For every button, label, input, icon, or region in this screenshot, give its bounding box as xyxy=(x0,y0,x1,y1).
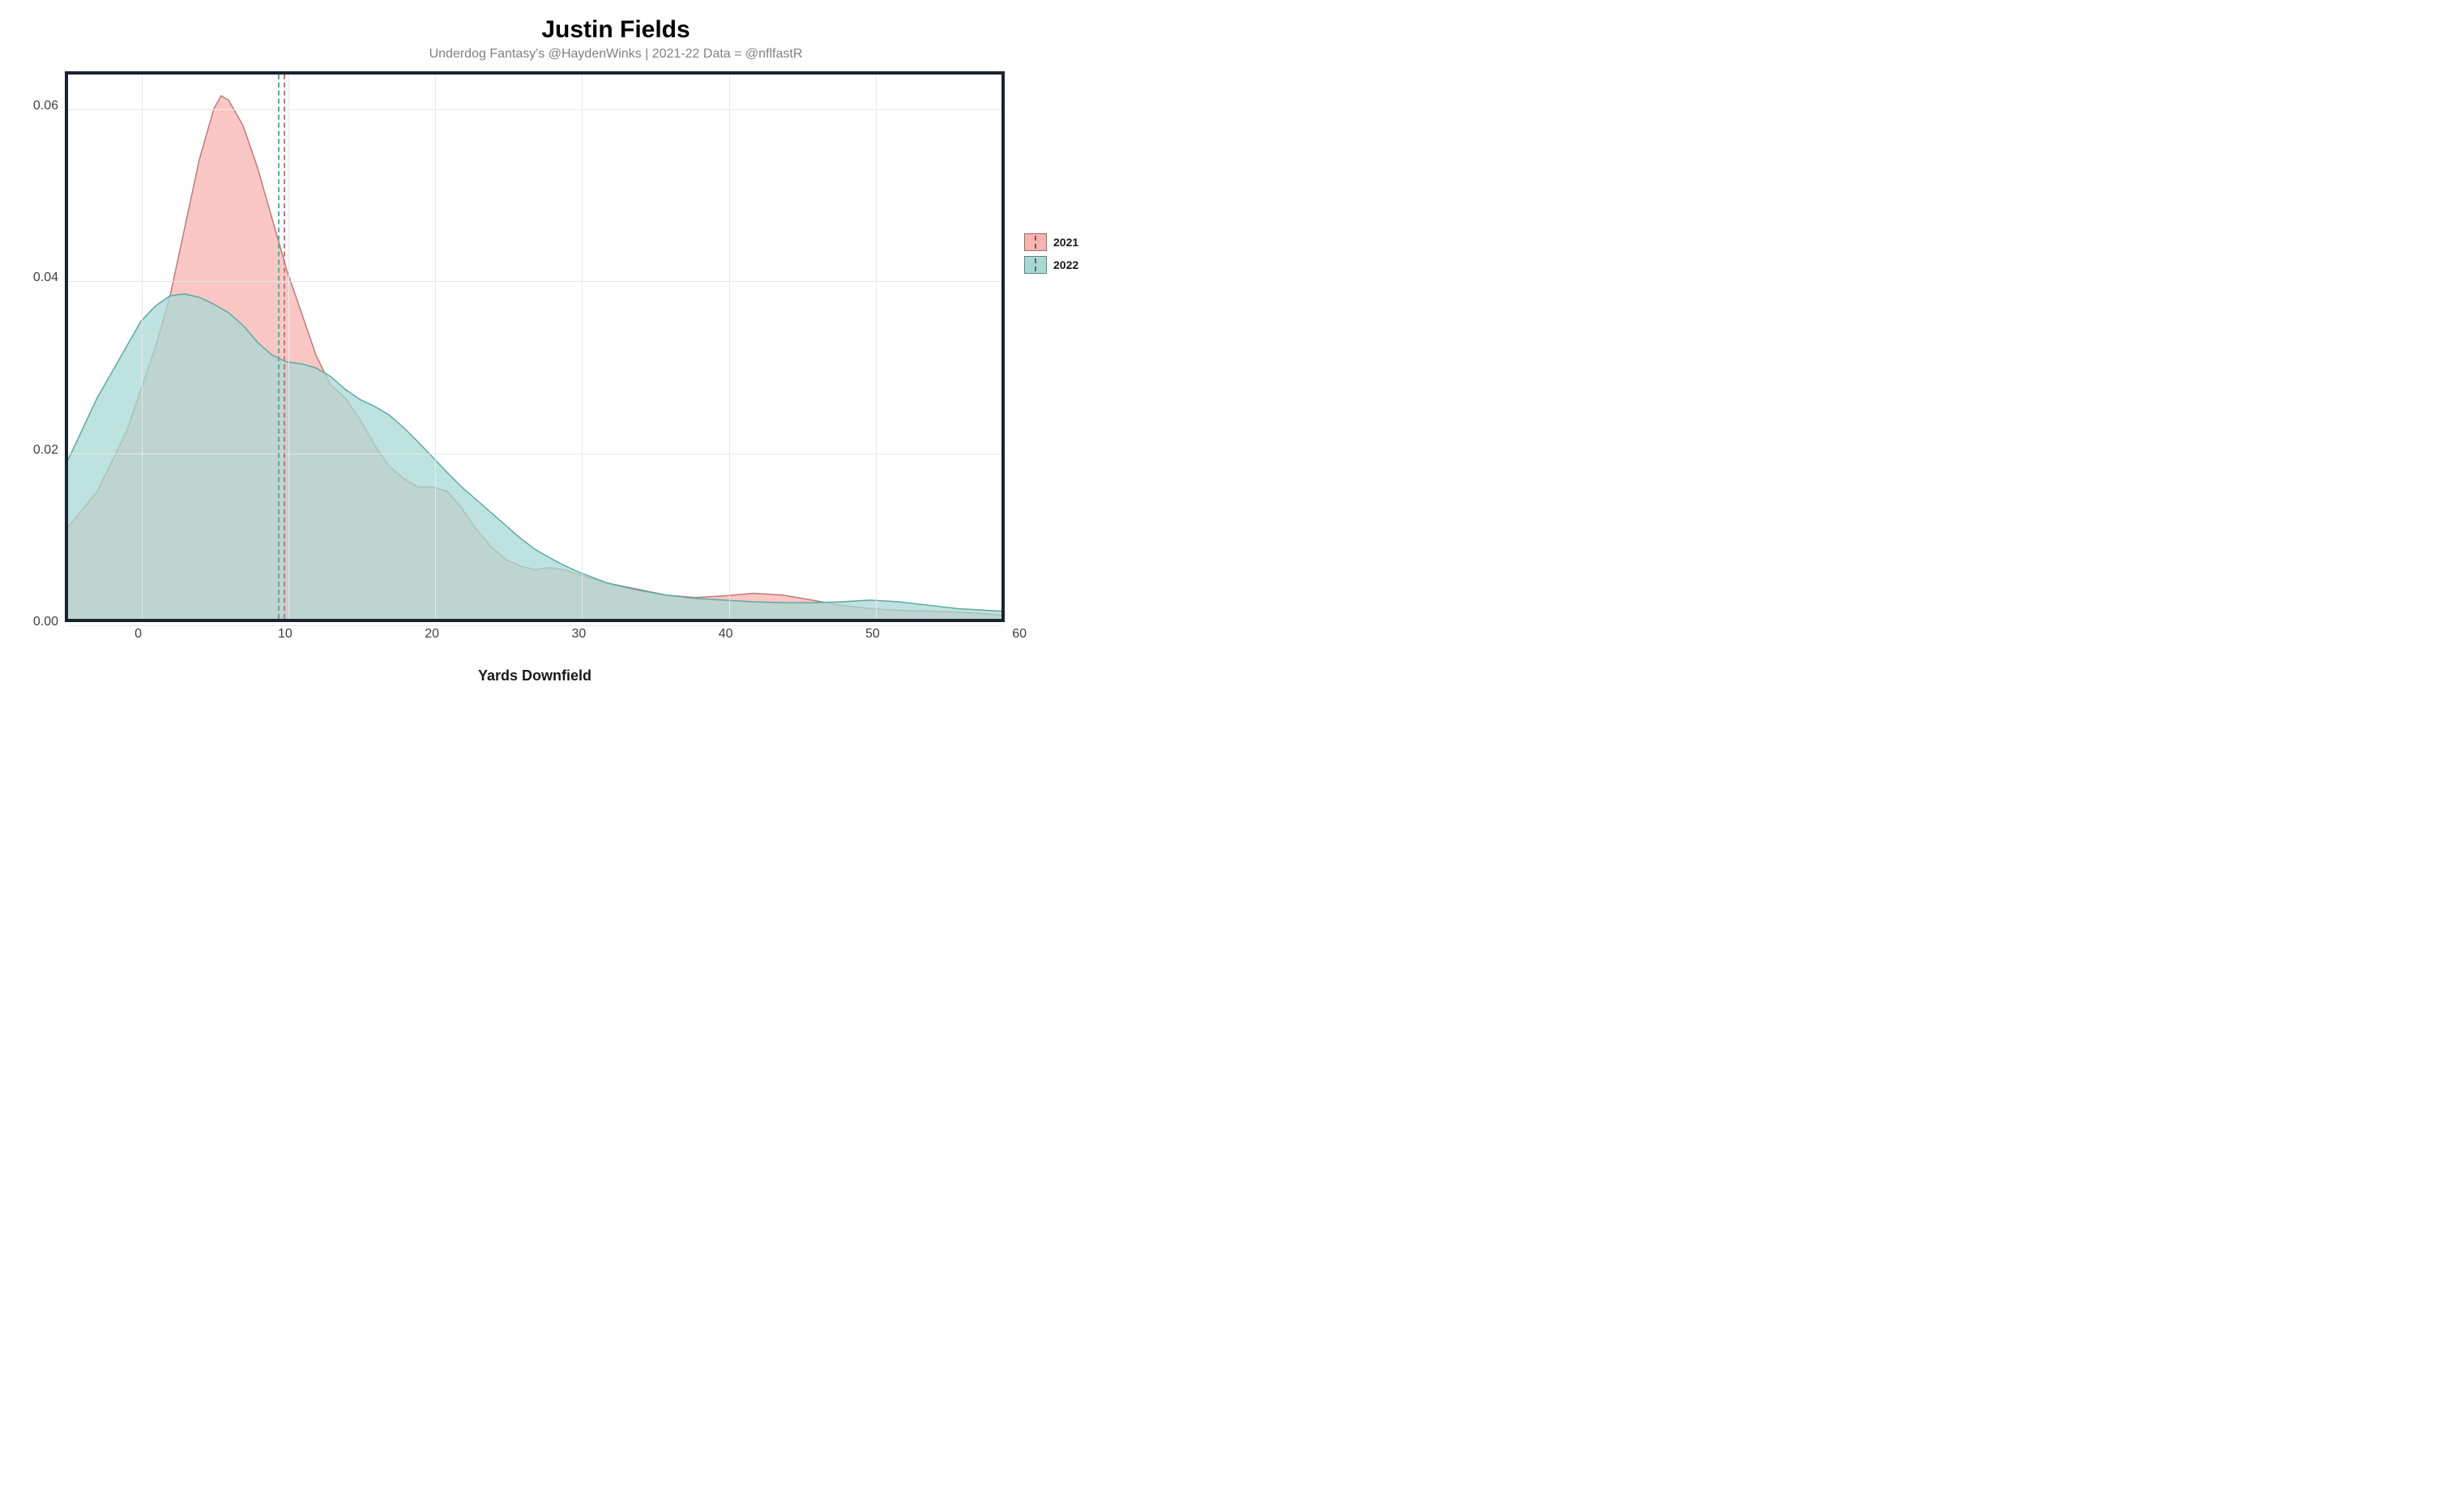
legend-swatch xyxy=(1024,256,1047,274)
chart-subtitle: Underdog Fantasy's @HaydenWinks | 2021-2… xyxy=(16,47,1215,62)
x-axis-label: Yards Downfield xyxy=(65,667,1005,684)
x-tick-label: 50 xyxy=(865,627,880,642)
legend: 2021 2022 xyxy=(1024,233,1078,279)
legend-label: 2022 xyxy=(1053,258,1078,271)
plot-wrap: 0.00 0.02 0.04 0.06 0 10 20 30 40 50 60 Yards Dow… xyxy=(16,71,1215,684)
legend-label: 2021 xyxy=(1053,236,1078,249)
grid-line-v xyxy=(288,75,289,619)
x-axis: 0102030405060 xyxy=(65,622,1005,643)
grid-line-h xyxy=(68,281,1001,282)
grid-line-v xyxy=(435,75,436,619)
grid-line-v xyxy=(142,75,143,619)
mean-vline-2021 xyxy=(284,75,285,619)
grid-line-h xyxy=(68,109,1001,110)
grid-line-v xyxy=(729,75,730,619)
density-svg xyxy=(68,75,1001,619)
mean-vline-2022 xyxy=(278,75,280,619)
x-tick-label: 30 xyxy=(571,627,586,642)
plot-area xyxy=(65,71,1005,622)
legend-item: 2021 xyxy=(1024,233,1078,251)
grid-line-v xyxy=(876,75,877,619)
chart-title: Justin Fields xyxy=(16,16,1215,44)
legend-item: 2022 xyxy=(1024,256,1078,274)
y-tick-label: 0.00 xyxy=(33,616,58,629)
x-tick-label: 40 xyxy=(719,627,733,642)
y-tick-label: 0.04 xyxy=(33,271,58,284)
y-tick-label: 0.06 xyxy=(33,100,58,113)
density-fill-2022 xyxy=(68,294,1001,619)
chart-container: Justin Fields Underdog Fantasy's @Hayden… xyxy=(16,16,1215,684)
x-tick-label: 60 xyxy=(1012,627,1027,642)
y-tick-label: 0.02 xyxy=(33,444,58,457)
grid-line-v xyxy=(582,75,583,619)
y-axis: 0.000.020.040.06 xyxy=(16,71,65,622)
x-tick-label: 20 xyxy=(425,627,439,642)
x-tick-label: 10 xyxy=(278,627,293,642)
legend-swatch xyxy=(1024,233,1047,251)
x-tick-label: 0 xyxy=(135,627,142,642)
